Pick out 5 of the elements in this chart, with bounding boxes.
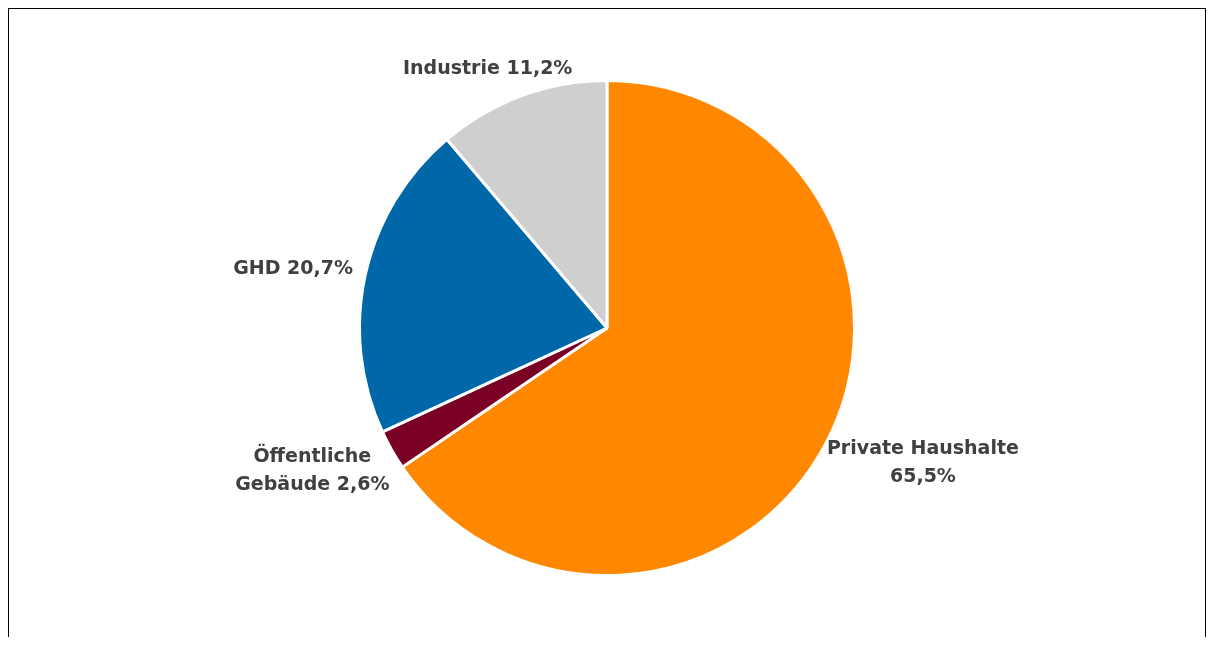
slice-label: Öffentliche Gebäude 2,6% xyxy=(235,442,390,494)
slice-label: GHD 20,7% xyxy=(233,255,354,278)
slice-label: Industrie 11,2% xyxy=(402,56,573,79)
data-label: 65,5% xyxy=(889,464,956,487)
slice-label: Private Haushalte xyxy=(826,436,1019,459)
